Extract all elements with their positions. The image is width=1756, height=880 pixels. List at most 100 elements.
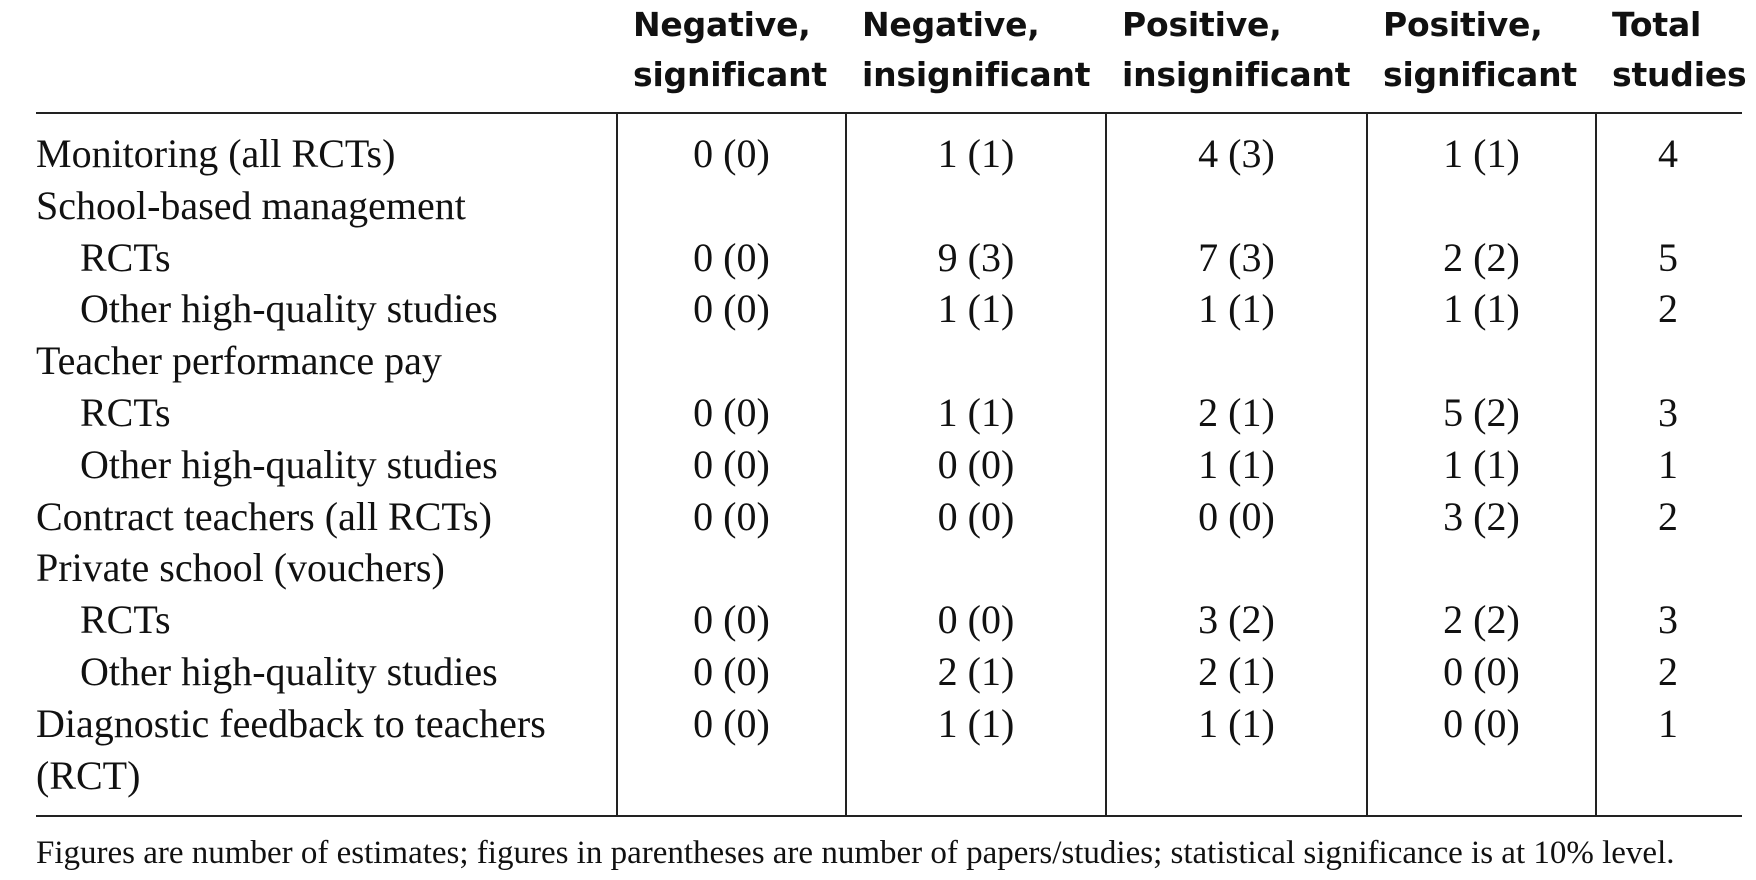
row-label: Monitoring (all RCTs)	[36, 131, 396, 176]
table-row: RCTs 0 (0) 9 (3) 7 (3) 2 (2) 5	[36, 231, 1742, 284]
total-cell	[1595, 542, 1742, 595]
header-line: Negative,	[633, 5, 811, 44]
value-cell: 0 (0)	[616, 594, 846, 646]
header-line: Positive,	[1383, 5, 1543, 44]
value-cell: 1 (1)	[1366, 283, 1596, 336]
value-cell	[616, 335, 846, 387]
row-label: RCTs	[80, 597, 171, 643]
header-line: studies	[1612, 55, 1747, 94]
value-cell: 3 (2)	[1366, 490, 1596, 543]
value-cell	[616, 542, 846, 595]
value-cell: 0 (0)	[616, 438, 846, 491]
value-cell: 0 (0)	[616, 490, 846, 543]
value-cell	[616, 749, 846, 818]
table-row: (RCT)	[36, 749, 1742, 818]
value-cell	[845, 542, 1106, 595]
row-label: RCTs	[80, 389, 171, 435]
value-cell: 4 (3)	[1105, 113, 1367, 180]
table-header: Negative, significant Negative, insignif…	[36, 0, 1747, 114]
table-row: RCTs 0 (0) 0 (0) 3 (2) 2 (2) 3	[36, 594, 1742, 646]
total-cell: 2	[1595, 490, 1742, 543]
value-cell: 1 (1)	[1366, 113, 1596, 180]
total-cell: 1	[1595, 438, 1742, 491]
value-cell: 0 (0)	[845, 594, 1106, 646]
value-cell: 0 (0)	[1366, 697, 1596, 750]
value-cell: 1 (1)	[845, 283, 1106, 336]
value-cell: 1 (1)	[845, 697, 1106, 750]
total-cell: 4	[1595, 113, 1742, 180]
value-cell: 2 (1)	[1105, 645, 1367, 698]
row-label: Teacher performance pay	[36, 338, 442, 384]
value-cell: 0 (0)	[616, 231, 846, 284]
table-row: Private school (vouchers)	[36, 542, 1742, 595]
value-cell: 2 (2)	[1366, 594, 1596, 646]
value-cell: 1 (1)	[845, 113, 1106, 180]
table-row: Other high-quality studies 0 (0) 0 (0) 1 (1…	[36, 438, 1742, 491]
header-line: significant	[633, 55, 827, 94]
value-cell: 0 (0)	[1105, 490, 1367, 543]
row-label: Private school (vouchers)	[36, 545, 445, 591]
header-line: insignificant	[1122, 55, 1351, 94]
value-cell	[616, 179, 846, 232]
header-cell-total-studies: Total studies	[1596, 0, 1747, 114]
value-cell: 0 (0)	[616, 113, 846, 180]
table-row: Contract teachers (all RCTs) 0 (0) 0 (0) 0 …	[36, 490, 1742, 543]
value-cell	[1105, 542, 1367, 595]
header-cell-negative-insignificant: Negative, insignificant	[846, 0, 1106, 114]
total-cell: 2	[1595, 645, 1742, 698]
table-body: Monitoring (all RCTs) 0 (0) 1 (1) 4 (3) 1 (1…	[36, 113, 1742, 818]
table-row: Other high-quality studies 0 (0) 2 (1) 2 (1…	[36, 645, 1742, 698]
row-label: Other high-quality studies	[80, 648, 498, 694]
value-cell: 1 (1)	[1366, 438, 1596, 491]
value-cell: 2 (2)	[1366, 231, 1596, 284]
total-cell: 1	[1595, 697, 1742, 750]
value-cell: 0 (0)	[1366, 645, 1596, 698]
value-cell: 0 (0)	[616, 697, 846, 750]
table-row: Teacher performance pay	[36, 335, 1742, 387]
value-cell	[845, 335, 1106, 387]
table-row: RCTs 0 (0) 1 (1) 2 (1) 5 (2) 3	[36, 386, 1742, 439]
table-row: Monitoring (all RCTs) 0 (0) 1 (1) 4 (3) 1 (1…	[36, 113, 1742, 180]
value-cell: 1 (1)	[1105, 697, 1367, 750]
value-cell	[845, 179, 1106, 232]
value-cell	[1366, 749, 1596, 818]
header-cell-positive-insignificant: Positive, insignificant	[1106, 0, 1367, 114]
header-cell-positive-significant: Positive, significant	[1367, 0, 1596, 114]
value-cell: 0 (0)	[616, 283, 846, 336]
row-label: Diagnostic feedback to teachers	[36, 700, 546, 746]
total-cell: 3	[1595, 386, 1742, 439]
header-cell-label	[36, 0, 617, 114]
results-table: Negative, significant Negative, insignif…	[36, 0, 1747, 818]
value-cell: 0 (0)	[845, 490, 1106, 543]
value-cell: 2 (1)	[845, 645, 1106, 698]
header-line: Total	[1612, 5, 1702, 44]
value-cell: 1 (1)	[1105, 438, 1367, 491]
table-row: Other high-quality studies 0 (0) 1 (1) 1 (1…	[36, 283, 1742, 336]
header-line: insignificant	[862, 55, 1091, 94]
total-cell: 5	[1595, 231, 1742, 284]
row-label: RCTs	[80, 234, 171, 280]
value-cell: 0 (0)	[845, 438, 1106, 491]
value-cell	[1105, 749, 1367, 818]
value-cell: 0 (0)	[616, 645, 846, 698]
value-cell: 3 (2)	[1105, 594, 1367, 646]
table-row: School-based management	[36, 179, 1742, 232]
header-line: Positive,	[1122, 5, 1282, 44]
value-cell: 1 (1)	[1105, 283, 1367, 336]
total-cell: 2	[1595, 283, 1742, 336]
value-cell: 9 (3)	[845, 231, 1106, 284]
row-label: School-based management	[36, 182, 466, 228]
total-cell	[1595, 749, 1742, 818]
total-cell: 3	[1595, 594, 1742, 646]
value-cell: 0 (0)	[616, 386, 846, 439]
value-cell	[1105, 335, 1367, 387]
total-cell	[1595, 179, 1742, 232]
value-cell: 5 (2)	[1366, 386, 1596, 439]
value-cell	[1366, 542, 1596, 595]
row-label: Other high-quality studies	[80, 286, 498, 332]
row-label: (RCT)	[36, 749, 617, 818]
row-label: Other high-quality studies	[80, 441, 498, 487]
value-cell	[1366, 335, 1596, 387]
value-cell	[1105, 179, 1367, 232]
value-cell: 1 (1)	[845, 386, 1106, 439]
